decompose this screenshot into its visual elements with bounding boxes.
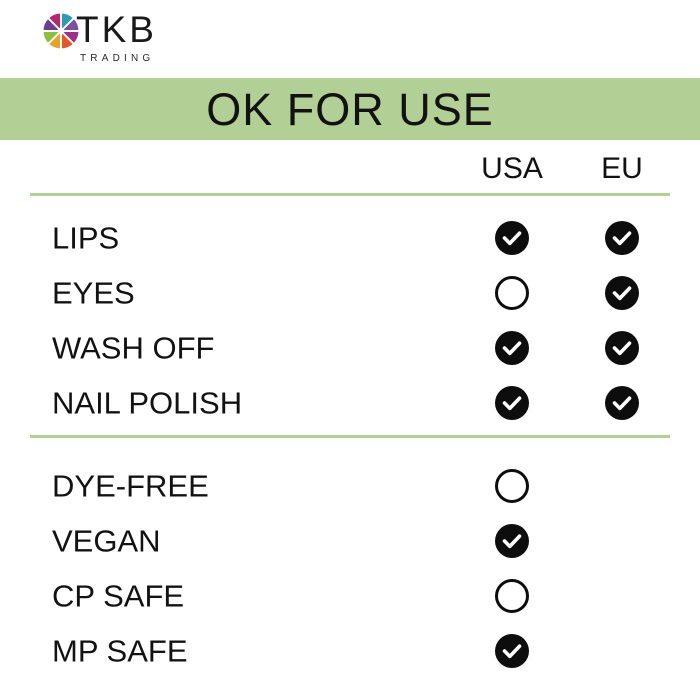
cell-usa xyxy=(452,275,572,310)
cell-usa xyxy=(452,385,572,420)
cell-usa xyxy=(452,523,572,558)
cell-eu xyxy=(562,330,682,365)
empty-circle-icon xyxy=(495,468,529,503)
divider-middle xyxy=(30,435,670,438)
table-row: DYE-FREE xyxy=(0,458,700,513)
row-label: MP SAFE xyxy=(52,633,188,668)
section-product-attributes: DYE-FREE VEGAN CP SAFE MP SAFE xyxy=(0,458,700,678)
section-usage-approvals: LIPS EYES WASH OFF NAIL POLISH xyxy=(0,210,700,430)
checkmark-icon xyxy=(495,523,529,558)
cell-usa xyxy=(452,220,572,255)
checkmark-icon xyxy=(605,220,639,255)
row-label: LIPS xyxy=(52,220,120,255)
brand-wordmark: TKB xyxy=(76,9,157,50)
row-label: CP SAFE xyxy=(52,578,185,613)
column-header-eu: EU xyxy=(601,152,643,185)
cell-usa xyxy=(452,578,572,613)
cell-usa xyxy=(452,633,572,668)
cell-usa xyxy=(452,468,572,503)
brand-tagline: TRADING xyxy=(80,53,155,64)
page-title: OK FOR USE xyxy=(206,83,494,135)
checkmark-icon xyxy=(605,385,639,420)
checkmark-icon xyxy=(605,275,639,310)
table-row: NAIL POLISH xyxy=(0,375,700,430)
empty-circle-icon xyxy=(495,275,529,310)
pinwheel-color-wheel-icon xyxy=(42,12,80,50)
checkmark-icon xyxy=(605,330,639,365)
table-row: MP SAFE xyxy=(0,623,700,678)
row-label: WASH OFF xyxy=(52,330,215,365)
row-label: NAIL POLISH xyxy=(52,385,243,420)
table-row: LIPS xyxy=(0,210,700,265)
checkmark-icon xyxy=(495,633,529,668)
checkmark-icon xyxy=(495,220,529,255)
divider-top xyxy=(30,193,670,196)
brand-logo[interactable]: TKB TRADING xyxy=(38,6,278,72)
banner: OK FOR USE xyxy=(0,78,700,140)
table-row: VEGAN xyxy=(0,513,700,568)
column-header-usa: USA xyxy=(481,152,543,185)
table-row: EYES xyxy=(0,265,700,320)
cell-eu xyxy=(562,385,682,420)
row-label: EYES xyxy=(52,275,135,310)
row-label: DYE-FREE xyxy=(52,468,209,503)
empty-circle-icon xyxy=(495,578,529,613)
table-row: WASH OFF xyxy=(0,320,700,375)
checkmark-icon xyxy=(495,330,529,365)
cell-eu xyxy=(562,275,682,310)
row-label: VEGAN xyxy=(52,523,161,558)
checkmark-icon xyxy=(495,385,529,420)
cell-eu xyxy=(562,220,682,255)
table-row: CP SAFE xyxy=(0,568,700,623)
cell-usa xyxy=(452,330,572,365)
table-column-headers: USA EU xyxy=(0,154,700,190)
